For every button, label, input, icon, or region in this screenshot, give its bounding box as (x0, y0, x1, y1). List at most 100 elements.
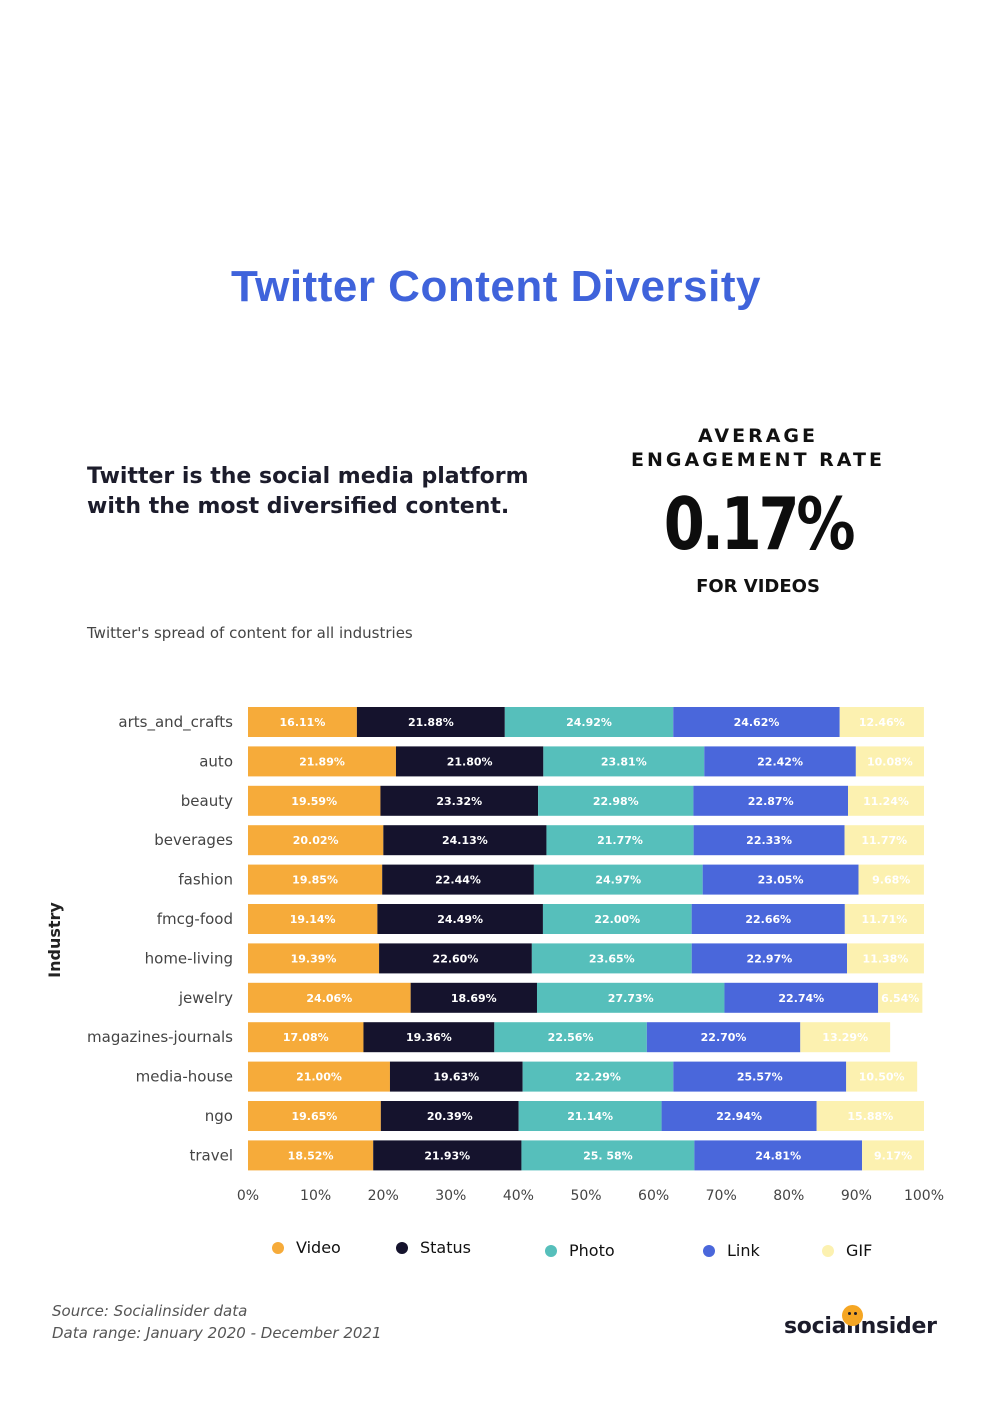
data-label-video-home-living: 19.39% (291, 952, 337, 965)
x-tick-label-8: 80% (773, 1188, 804, 1204)
legend-label-video: Video (296, 1238, 341, 1257)
bar-status-beauty (380, 785, 539, 816)
data-label-gif-fashion: 9.68% (872, 874, 910, 887)
bar-video-media-house (248, 1061, 390, 1092)
data-label-link-jewelry: 22.74% (778, 992, 824, 1005)
bar-gif-magazines-journals (800, 1022, 891, 1053)
bar-photo-travel (521, 1140, 695, 1171)
category-label-travel: travel (189, 1146, 233, 1164)
data-label-photo-magazines-journals: 22.56% (548, 1031, 594, 1044)
bar-video-jewelry (248, 982, 411, 1013)
bar-gif-beverages (844, 825, 924, 856)
bar-gif-media-house (846, 1061, 918, 1092)
logo-face-icon (842, 1305, 863, 1326)
bar-status-media-house (389, 1061, 523, 1092)
data-label-link-auto: 22.42% (757, 755, 803, 768)
kpi-sub-label: FOR VIDEOS (696, 576, 820, 597)
data-label-link-fashion: 23.05% (758, 874, 804, 887)
data-label-photo-fashion: 24.97% (595, 874, 641, 887)
legend-label-photo: Photo (569, 1241, 615, 1260)
data-label-status-beverages: 24.13% (442, 834, 488, 847)
bar-status-fashion (382, 864, 534, 895)
bar-video-home-living (248, 943, 380, 974)
kpi-label: AVERAGE ENGAGEMENT RATE (620, 424, 896, 472)
legend-item-gif: GIF (822, 1241, 872, 1260)
bar-video-fashion (248, 864, 383, 895)
bar-link-magazines-journals (646, 1022, 801, 1053)
bar-gif-travel (862, 1140, 924, 1171)
data-label-video-jewelry: 24.06% (306, 992, 352, 1005)
bar-video-beverages (248, 825, 384, 856)
data-label-link-beverages: 22.33% (746, 834, 792, 847)
data-label-video-fmcg-food: 19.14% (290, 913, 336, 926)
data-label-photo-jewelry: 27.73% (608, 992, 654, 1005)
data-label-gif-arts_and_crafts: 12.46% (859, 716, 905, 729)
data-label-status-fashion: 22.44% (435, 874, 481, 887)
bar-photo-fashion (533, 864, 703, 895)
data-label-status-magazines-journals: 19.36% (406, 1031, 452, 1044)
x-tick-label-6: 60% (638, 1188, 669, 1204)
data-label-photo-travel: 25. 58% (583, 1149, 633, 1162)
data-label-status-arts_and_crafts: 21.88% (408, 716, 454, 729)
category-label-auto: auto (199, 752, 233, 770)
legend-item-status: Status (396, 1238, 471, 1257)
data-label-video-fashion: 19.85% (292, 874, 338, 887)
bar-link-travel (694, 1140, 863, 1171)
data-label-status-auto: 21.80% (447, 755, 493, 768)
category-label-fmcg-food: fmcg-food (157, 910, 233, 928)
bar-status-ngo (380, 1101, 519, 1131)
bar-link-home-living (691, 943, 848, 974)
data-label-status-jewelry: 18.69% (451, 992, 497, 1005)
data-label-photo-beverages: 21.77% (597, 834, 643, 847)
category-label-jewelry: jewelry (178, 989, 233, 1007)
y-axis-title: Industry (45, 902, 64, 978)
data-label-gif-home-living: 11.38% (863, 952, 909, 965)
legend-item-link: Link (703, 1241, 760, 1260)
x-tick-label-0: 0% (237, 1188, 259, 1204)
x-tick-label-9: 90% (841, 1188, 872, 1204)
bar-photo-ngo (518, 1101, 662, 1131)
data-label-photo-arts_and_crafts: 24.92% (566, 716, 612, 729)
chart-legend: Video Status Photo Link GIF (0, 1238, 992, 1268)
bar-gif-arts_and_crafts (839, 707, 924, 737)
bar-status-jewelry (410, 982, 537, 1013)
bar-link-beverages (693, 825, 845, 856)
data-label-photo-home-living: 23.65% (589, 952, 635, 965)
bar-gif-jewelry (878, 982, 923, 1013)
data-label-video-magazines-journals: 17.08% (283, 1031, 329, 1044)
data-label-link-magazines-journals: 22.70% (701, 1031, 747, 1044)
category-label-beauty: beauty (181, 792, 233, 810)
data-label-photo-ngo: 21.14% (567, 1110, 613, 1123)
source-note: Source: Socialinsider data Data range: J… (52, 1300, 382, 1344)
data-label-link-ngo: 22.94% (716, 1110, 762, 1123)
legend-swatch-video (272, 1241, 284, 1254)
data-label-gif-fmcg-food: 11.71% (862, 913, 908, 926)
page-title: Twitter Content Diversity (231, 262, 761, 311)
data-label-video-arts_and_crafts: 16.11% (280, 716, 326, 729)
bar-status-magazines-journals (363, 1022, 495, 1053)
legend-item-photo: Photo (545, 1241, 615, 1260)
data-label-link-home-living: 22.97% (746, 952, 792, 965)
x-tick-label-2: 20% (368, 1188, 399, 1204)
bar-link-ngo (661, 1101, 817, 1131)
data-label-link-beauty: 22.87% (748, 795, 794, 808)
data-label-video-ngo: 19.65% (292, 1110, 338, 1123)
data-label-video-beverages: 20.02% (293, 834, 339, 847)
data-label-gif-media-house: 10.50% (859, 1071, 905, 1084)
x-tick-label-1: 10% (300, 1188, 331, 1204)
bar-link-fmcg-food (691, 904, 845, 934)
data-label-gif-ngo: 15.88% (847, 1110, 893, 1123)
bar-status-auto (395, 746, 544, 777)
kpi-label-line-1: AVERAGE (697, 425, 818, 447)
bar-link-fashion (702, 864, 859, 895)
category-label-fashion: fashion (178, 871, 233, 889)
bar-video-ngo (248, 1101, 381, 1131)
data-label-video-media-house: 21.00% (296, 1071, 342, 1084)
bar-status-travel (373, 1140, 522, 1171)
bar-video-auto (248, 746, 396, 777)
data-label-link-media-house: 25.57% (737, 1071, 783, 1084)
category-label-home-living: home-living (145, 949, 233, 967)
legend-swatch-status (396, 1241, 408, 1254)
bar-photo-fmcg-food (542, 904, 692, 934)
data-label-status-media-house: 19.63% (433, 1071, 479, 1084)
